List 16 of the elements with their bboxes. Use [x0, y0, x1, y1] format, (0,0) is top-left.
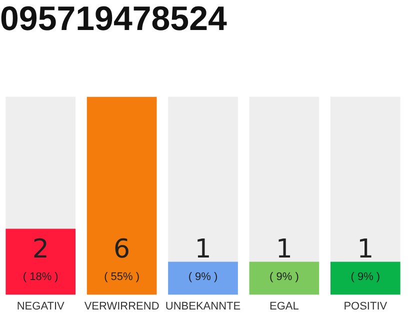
data-label: 2 — [32, 234, 49, 265]
annotation: ( 18% ) — [22, 270, 58, 283]
data-label: 1 — [194, 234, 212, 265]
annotation: ( 55% ) — [104, 270, 140, 283]
x-tick-label: NEGATIV — [16, 300, 65, 312]
x-tick-label: EGAL — [270, 300, 299, 312]
chart-title: 095719478524 — [0, 0, 227, 38]
x-tick-label: VERWIRREND — [84, 300, 160, 312]
x-tick-label: UNBEKANNTE — [165, 300, 241, 312]
data-label: 1 — [276, 234, 292, 265]
annotation: ( 9% ) — [270, 270, 299, 283]
data-label: 6 — [114, 234, 130, 265]
data-label: 1 — [357, 234, 374, 265]
annotation: ( 9% ) — [188, 270, 218, 283]
annotation: ( 9% ) — [350, 270, 380, 283]
x-tick-label: POSITIV — [344, 300, 388, 312]
